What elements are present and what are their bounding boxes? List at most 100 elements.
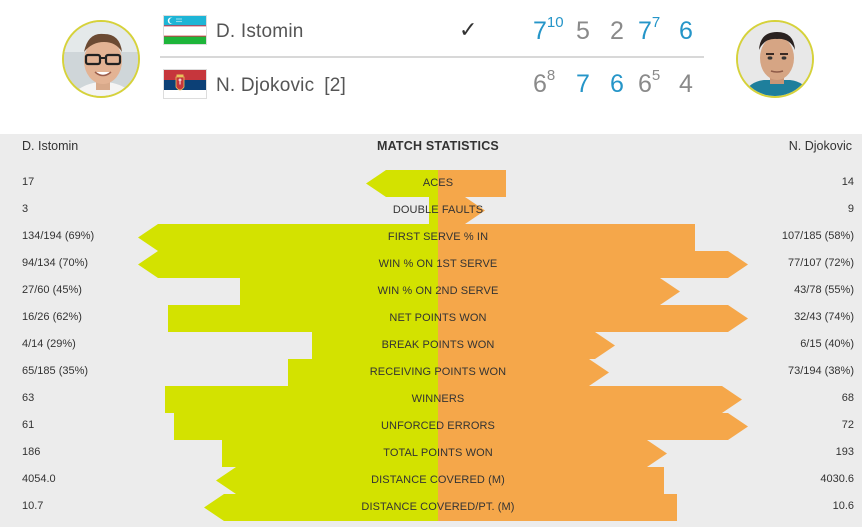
set-score: 4 [679, 70, 693, 99]
player1-stat-bar [240, 278, 438, 305]
stat-label: FIRST SERVE % IN [387, 231, 489, 243]
player1-stat-value: 134/194 (69%) [22, 230, 95, 242]
set-score: 6 [679, 17, 693, 46]
stat-label: NET POINTS WON [389, 312, 487, 324]
player1-name[interactable]: D. Istomin [216, 21, 304, 43]
stat-label: DISTANCE COVERED/PT. (M) [361, 501, 515, 513]
player1-stat-bar [168, 305, 438, 332]
tiebreak-score: 7 [651, 13, 661, 31]
player1-stat-value: 61 [22, 419, 35, 431]
player2-stat-bar [438, 359, 609, 386]
player2-stat-bar [438, 386, 742, 413]
set-games: 2 [610, 17, 624, 45]
player2-stat-value: 193 [835, 446, 854, 458]
stat-label: DISTANCE COVERED (M) [371, 474, 505, 486]
player1-stat-value: 4054.0 [22, 473, 56, 485]
set-games: 7 [533, 17, 547, 45]
player2-stat-value: 9 [847, 203, 854, 215]
stat-label: WIN % ON 2ND SERVE [377, 285, 499, 297]
stat-row: 61 UNFORCED ERRORS 72 [0, 413, 862, 440]
player1-stat-bar [138, 251, 438, 278]
player1-stat-value: 16/26 (62%) [22, 311, 82, 323]
stat-label: DOUBLE FAULTS [392, 204, 484, 216]
stat-row: 186 TOTAL POINTS WON 193 [0, 440, 862, 467]
stat-label: WIN % ON 1ST SERVE [378, 258, 498, 270]
player1-name-text: D. Istomin [216, 21, 304, 42]
set-score: 710 [533, 15, 564, 46]
player1-stat-value: 17 [22, 176, 35, 188]
player2-stat-bar [438, 467, 664, 494]
player2-photo [738, 22, 812, 96]
winner-check-icon: ✓ [459, 18, 478, 43]
stat-row: 4054.0 DISTANCE COVERED (M) 4030.6 [0, 467, 862, 494]
player2-stat-bar [438, 251, 748, 278]
player1-stat-bar [366, 170, 438, 197]
tiebreak-score: 5 [651, 66, 661, 84]
player1-stat-value: 10.7 [22, 500, 44, 512]
player2-stat-bar [438, 413, 748, 440]
stat-label: TOTAL POINTS WON [383, 447, 493, 459]
player1-stat-bar [288, 359, 438, 386]
player2-avatar[interactable] [736, 20, 814, 98]
player1-stat-value: 94/134 (70%) [22, 257, 89, 269]
player1-stat-bar [138, 224, 438, 251]
stats-title: MATCH STATISTICS [377, 139, 499, 153]
stat-row: 16/26 (62%) NET POINTS WON 32/43 (74%) [0, 305, 862, 332]
player1-stat-value: 186 [22, 446, 41, 458]
player1-stat-value: 4/14 (29%) [22, 338, 76, 350]
player1-stat-bar [429, 197, 438, 224]
stat-label: BREAK POINTS WON [381, 339, 495, 351]
set-games: 7 [576, 70, 590, 98]
set-games: 6 [638, 70, 652, 98]
set-games: 6 [533, 70, 547, 98]
player2-stat-value: 73/194 (38%) [787, 365, 854, 377]
player2-stat-value: 4030.6 [820, 473, 854, 485]
player1-photo [64, 22, 138, 96]
stat-label: WINNERS [411, 393, 465, 405]
player1-avatar[interactable] [62, 20, 140, 98]
set-score: 6 [610, 70, 624, 99]
serbia-flag [163, 69, 207, 99]
uzbekistan-flag [163, 15, 207, 45]
player2-stat-value: 43/78 (55%) [794, 284, 854, 296]
set-games: 6 [679, 17, 693, 45]
player2-stat-bar [438, 197, 485, 224]
stat-row: 4/14 (29%) BREAK POINTS WON 6/15 (40%) [0, 332, 862, 359]
player2-stat-value: 6/15 (40%) [800, 338, 854, 350]
stat-row: 17 ACES 14 [0, 170, 862, 197]
player2-seed: [2] [324, 75, 347, 96]
stats-player2-header: N. Djokovic [788, 139, 852, 153]
player2-stat-bar [438, 305, 748, 332]
player2-stat-value: 77/107 (72%) [787, 257, 854, 269]
player1-stat-bar [204, 494, 438, 521]
player1-stat-value: 3 [22, 203, 29, 215]
stat-row: 3 DOUBLE FAULTS 9 [0, 197, 862, 224]
stat-row: 94/134 (70%) WIN % ON 1ST SERVE 77/107 (72… [0, 251, 862, 278]
player2-stat-bar [438, 440, 667, 467]
player1-stat-value: 63 [22, 392, 35, 404]
player1-stat-bar [312, 332, 438, 359]
set-score: 65 [638, 66, 661, 99]
player2-stat-value: 32/43 (74%) [794, 311, 854, 323]
player2-stat-value: 14 [841, 176, 854, 188]
player2-stat-bar [438, 278, 680, 305]
stat-label: ACES [422, 177, 454, 189]
set-score: 77 [638, 13, 661, 46]
player1-stat-value: 27/60 (45%) [22, 284, 82, 296]
set-games: 6 [610, 70, 624, 98]
set-games: 4 [679, 70, 693, 98]
player2-stat-bar [438, 494, 677, 521]
stats-player1-header: D. Istomin [22, 139, 79, 153]
match-statistics-panel: D. Istomin MATCH STATISTICS N. Djokovic … [0, 134, 862, 527]
player2-stat-bar [438, 170, 506, 197]
player2-stat-value: 107/185 (58%) [781, 230, 854, 242]
player2-name[interactable]: N. Djokovic [2] [216, 75, 346, 97]
player1-stat-value: 65/185 (35%) [22, 365, 89, 377]
tiebreak-score: 8 [546, 66, 556, 84]
set-score: 5 [576, 17, 590, 46]
player2-stat-value: 10.6 [832, 500, 854, 512]
set-score: 2 [610, 17, 624, 46]
set-games: 7 [638, 17, 652, 45]
player2-stat-bar [438, 332, 615, 359]
